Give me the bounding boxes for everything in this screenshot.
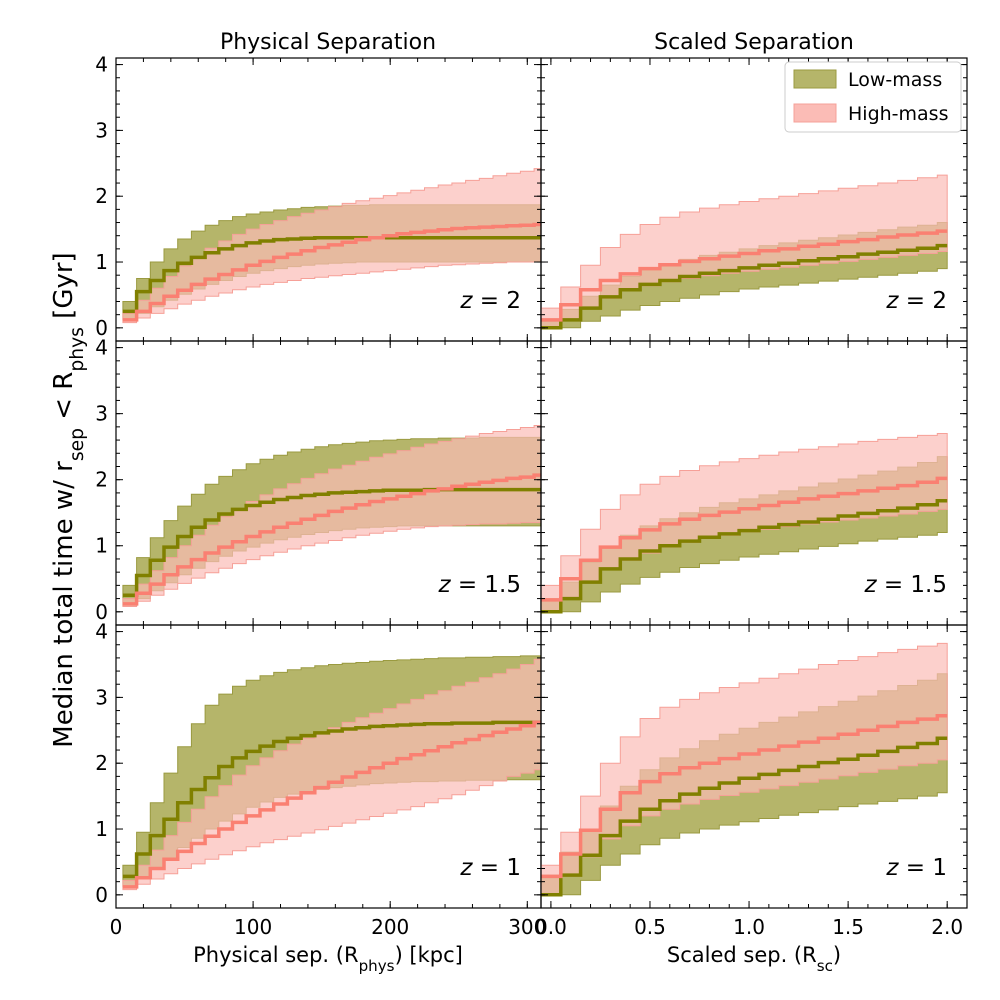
y-tick-label: 1	[95, 250, 108, 274]
high-mass-median-line	[541, 476, 948, 602]
y-tick-label: 2	[95, 184, 108, 208]
y-tick-label: 4	[95, 53, 108, 77]
y-tick-label: 4	[95, 336, 108, 360]
y-tick-label: 0	[95, 883, 108, 907]
redshift-label: z = 1	[885, 855, 947, 881]
x-tick-label: 0.5	[634, 915, 666, 939]
y-tick-label: 3	[95, 685, 108, 709]
y-tick-label: 1	[95, 534, 108, 558]
panel-r1-c1: z = 1.5	[540, 340, 968, 626]
x-axis-label-physical: Physical sep. (Rphys) [kpc]	[193, 943, 463, 975]
high-mass-band	[122, 425, 541, 607]
panel-r0-c0: 0 1 2 3 4 z = 2	[95, 53, 542, 342]
y-axis-label: Median total time w/ rsep < Rphys [Gyr]	[49, 252, 88, 747]
x-tick-label: 0	[110, 915, 123, 939]
x-tick-label: 2.0	[931, 915, 963, 939]
legend: Low-mass High-mass	[784, 61, 962, 133]
y-tick-label: 3	[95, 118, 108, 142]
panel-r1-c0: 0 1 2 3 4 z = 1.5	[95, 336, 542, 626]
low-mass-median-line	[122, 720, 541, 879]
x-tick-label: 300	[508, 915, 546, 939]
x-tick-label: 1.0	[733, 915, 765, 939]
redshift-label: z = 1	[459, 855, 521, 881]
legend-swatch-high-mass	[793, 103, 837, 123]
x-axis-label-scaled: Scaled sep. (Rsc)	[667, 943, 841, 975]
high-mass-median-line	[122, 222, 541, 322]
high-mass-median-line	[122, 720, 541, 889]
y-tick-label: 0	[95, 600, 108, 624]
y-tick-label: 4	[95, 620, 108, 644]
low-mass-median-line	[122, 235, 541, 314]
low-mass-median-line	[541, 243, 948, 330]
x-tick-label: 1.5	[832, 915, 864, 939]
redshift-label: z = 2	[885, 288, 947, 314]
y-tick-label: 2	[95, 468, 108, 492]
legend-label-high-mass: High-mass	[848, 103, 948, 125]
low-mass-median-line	[541, 499, 948, 614]
high-mass-band	[541, 642, 948, 896]
x-tick-label: 200	[371, 915, 409, 939]
x-tick-label: 0.0	[535, 915, 567, 939]
redshift-label: z = 2	[459, 288, 521, 314]
legend-label-low-mass: Low-mass	[848, 69, 942, 91]
high-mass-band	[122, 658, 541, 891]
y-tick-label: 3	[95, 402, 108, 426]
panel-r2-c0: 0 1 2 3 4 0 100 200 300 z = 1	[95, 620, 546, 939]
panel-r0-c1: z = 2	[540, 57, 968, 342]
high-mass-median-line	[541, 714, 948, 879]
x-tick-label: 100	[234, 915, 272, 939]
panel-r2-c1: 0.0 0.5 1.0 1.5 2.0 z = 1	[535, 624, 968, 939]
y-tick-label: 1	[95, 817, 108, 841]
column-title-physical: Physical Separation	[220, 30, 436, 55]
y-tick-label: 2	[95, 751, 108, 775]
high-mass-median-line	[122, 473, 541, 606]
column-title-scaled: Scaled Separation	[654, 30, 854, 55]
y-tick-label: 0	[95, 316, 108, 340]
high-mass-median-line	[541, 229, 948, 322]
low-mass-median-line	[541, 736, 948, 897]
legend-swatch-low-mass	[793, 69, 837, 89]
panel-frame	[540, 624, 968, 909]
redshift-label: z = 1.5	[437, 572, 521, 598]
redshift-label: z = 1.5	[863, 572, 947, 598]
